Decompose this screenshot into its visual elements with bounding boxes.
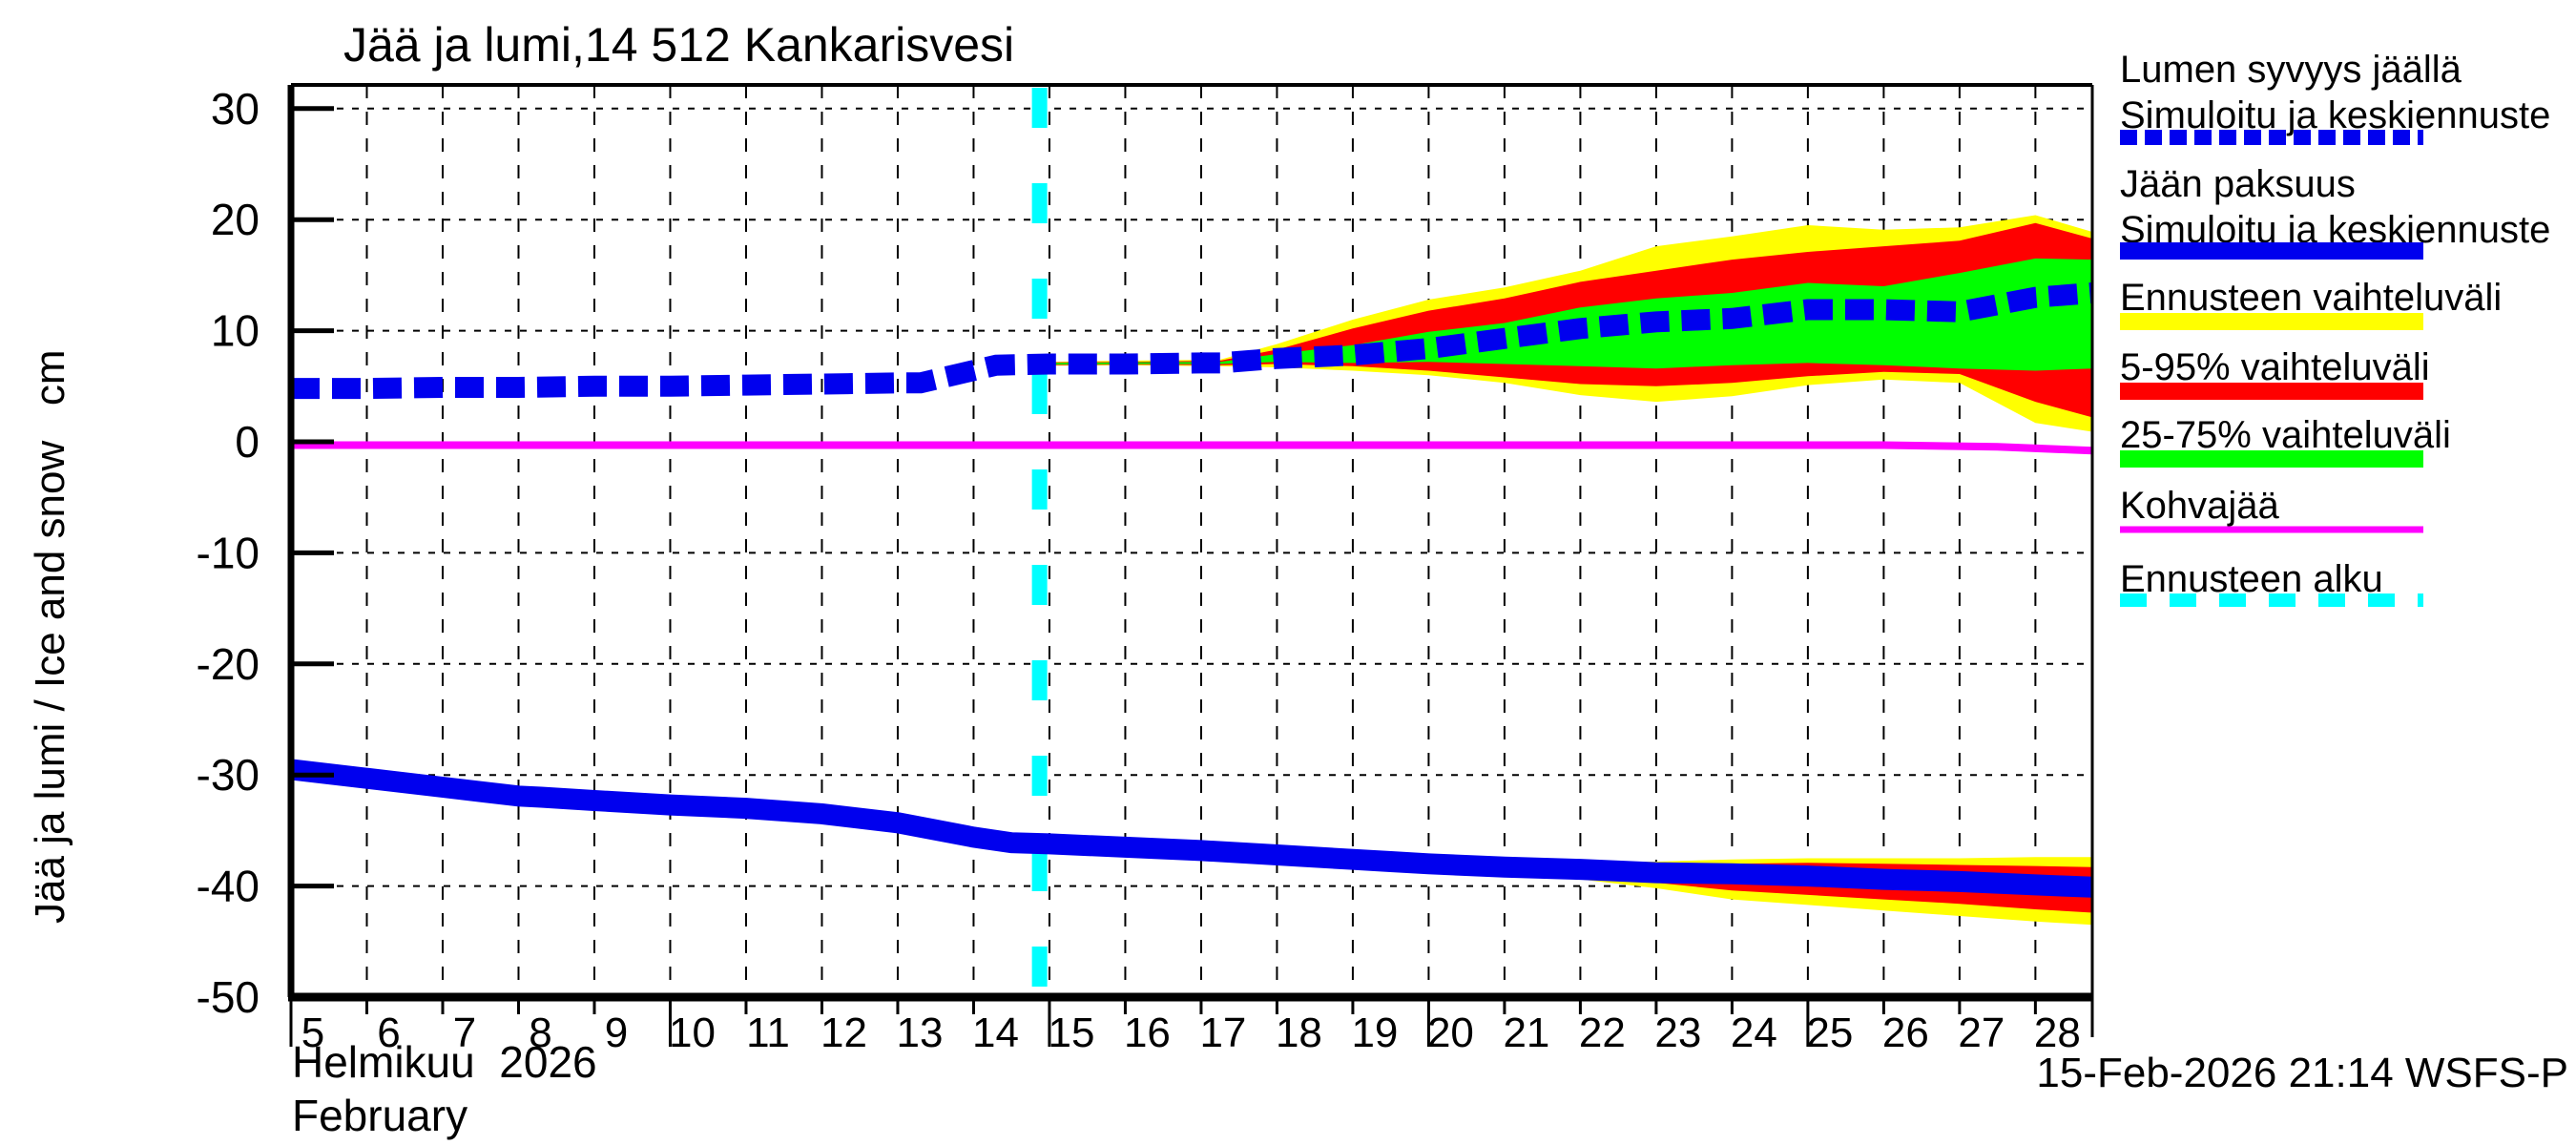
y-tick-label-0: 0 — [235, 417, 260, 467]
legend-label-3-line1: 5-95% vaihteluväli — [2120, 346, 2430, 388]
y-tick-label--30: -30 — [197, 750, 260, 800]
x-tick-label-23: 23 — [1654, 1010, 1701, 1056]
x-tick-label-7: 7 — [453, 1010, 476, 1056]
y-tick-label-10: 10 — [211, 306, 260, 356]
legend-label-0-line2: Simuloitu ja keskiennuste — [2120, 94, 2550, 136]
x-tick-label-20: 20 — [1427, 1010, 1474, 1056]
x-tick-label-5: 5 — [301, 1010, 324, 1056]
snow-band-25-75-green — [1049, 258, 2092, 371]
x-tick-label-18: 18 — [1276, 1010, 1322, 1056]
y-tick-label-20: 20 — [211, 195, 260, 244]
x-tick-label-17: 17 — [1199, 1010, 1246, 1056]
legend-label-6-line1: Ennusteen alku — [2120, 558, 2383, 600]
legend-label-5-line1: Kohvajää — [2120, 485, 2280, 527]
x-tick-label-22: 22 — [1579, 1010, 1626, 1056]
x-tick-label-26: 26 — [1882, 1010, 1929, 1056]
ice-median-line — [289, 759, 2093, 898]
page-title: Jää ja lumi,14 512 Kankarisvesi — [343, 18, 1015, 72]
legend-label-4-line1: 25-75% vaihteluväli — [2120, 414, 2451, 456]
x-tick-label-8: 8 — [529, 1010, 551, 1056]
x-tick-label-15: 15 — [1048, 1010, 1094, 1056]
x-tick-label-6: 6 — [377, 1010, 400, 1056]
legend-label-2-line1: Ennusteen vaihteluväli — [2120, 277, 2502, 319]
x-tick-label-13: 13 — [896, 1010, 943, 1056]
x-tick-label-12: 12 — [821, 1010, 867, 1056]
x-tick-label-21: 21 — [1503, 1010, 1549, 1056]
kohvajaa-line — [291, 441, 2093, 455]
y-tick-label--50: -50 — [197, 972, 260, 1022]
x-tick-label-9: 9 — [605, 1010, 628, 1056]
x-tick-label-28: 28 — [2034, 1010, 2081, 1056]
y-axis-label: Jää ja lumi / Ice and snow cm — [27, 349, 73, 924]
x-tick-label-24: 24 — [1731, 1010, 1777, 1056]
y-tick-label--40: -40 — [197, 862, 260, 911]
snow-median-dashed-line — [291, 282, 2093, 400]
legend-label-1-line1: Jään paksuus — [2120, 163, 2356, 205]
x-tick-label-19: 19 — [1351, 1010, 1398, 1056]
x-tick-label-25: 25 — [1806, 1010, 1853, 1056]
plot-timestamp: 15-Feb-2026 21:14 WSFS-P — [2036, 1050, 2568, 1096]
legend-label-0-line1: Lumen syvyys jäällä — [2120, 49, 2462, 91]
x-axis-month-finnish: Helmikuu 2026 — [292, 1037, 597, 1087]
y-tick-label--10: -10 — [197, 528, 260, 577]
x-tick-label-14: 14 — [972, 1010, 1019, 1056]
x-tick-label-10: 10 — [669, 1010, 716, 1056]
y-tick-label-30: 30 — [211, 84, 260, 134]
x-tick-label-11: 11 — [746, 1010, 790, 1056]
x-tick-label-27: 27 — [1958, 1010, 2005, 1056]
x-tick-label-16: 16 — [1124, 1010, 1171, 1056]
x-axis-month-english: February — [292, 1091, 468, 1140]
y-tick-label--20: -20 — [197, 639, 260, 689]
